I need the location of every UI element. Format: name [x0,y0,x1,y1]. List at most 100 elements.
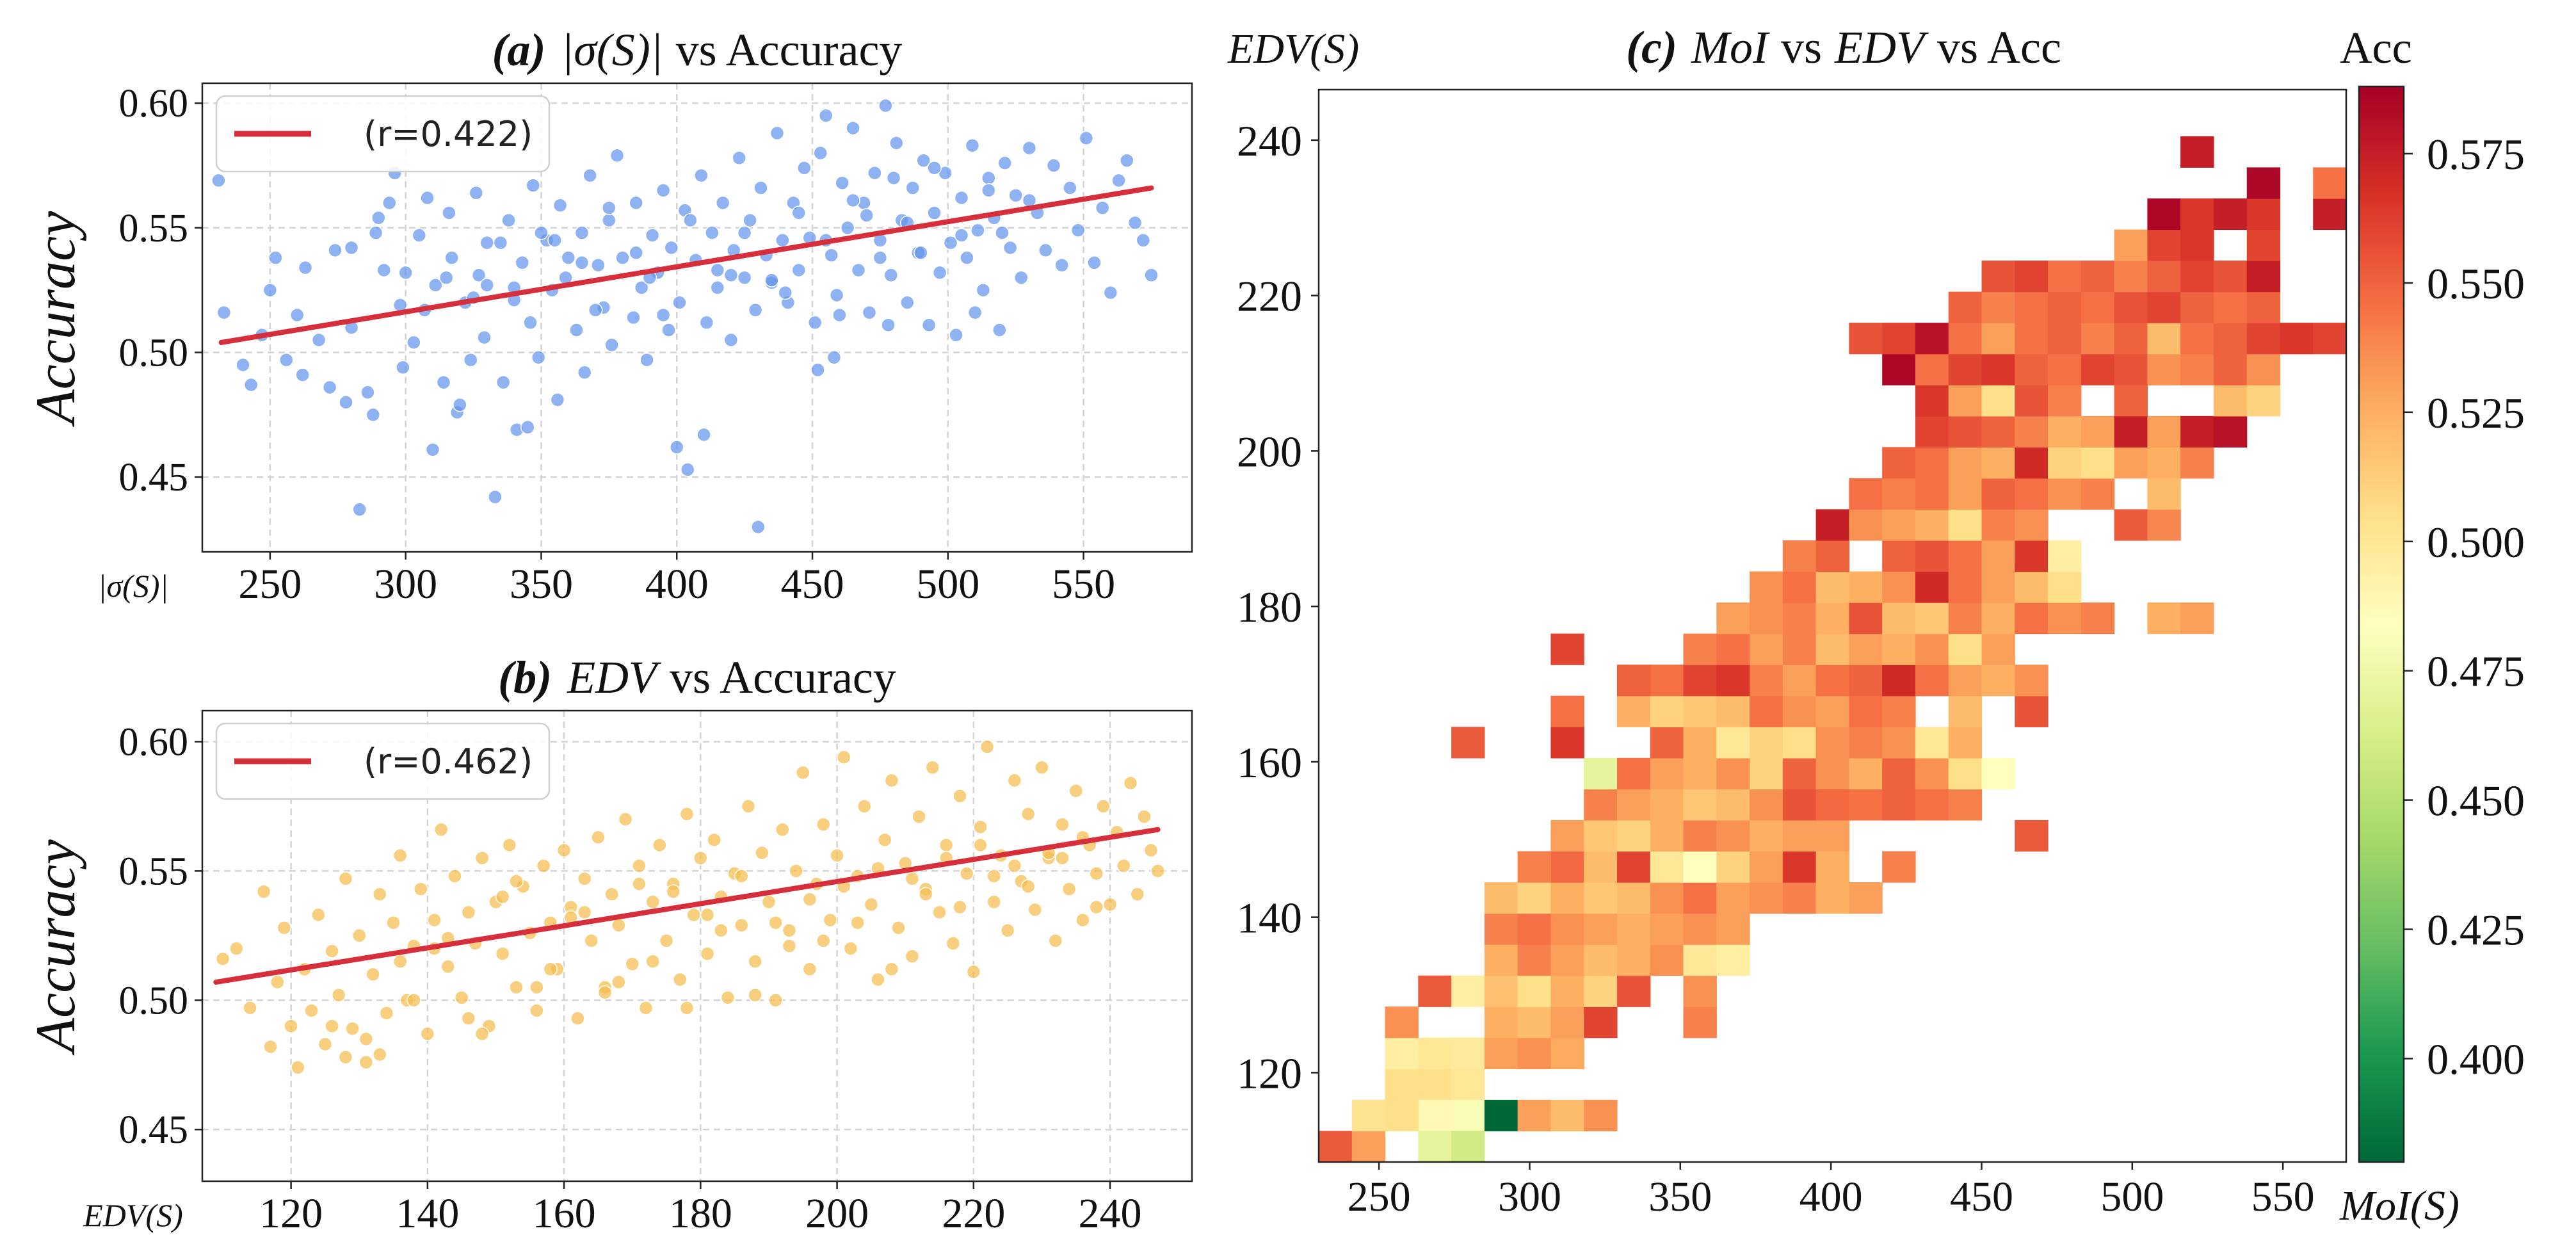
heatmap-cell [1683,851,1717,883]
y-tick-label: 200 [1237,427,1302,476]
data-point [764,273,779,287]
heatmap-cell [1948,478,1983,510]
heatmap-cell [1617,944,1651,976]
heatmap-cell [1683,695,1717,727]
heatmap-cell [1981,447,2015,479]
heatmap-cell [1981,353,2015,385]
data-point [398,265,413,280]
heatmap-cell [1948,665,1983,697]
heatmap-cell [1915,727,1949,759]
data-point [925,760,940,775]
data-point [723,332,739,348]
data-point [1075,912,1090,928]
data-point [1007,773,1022,788]
heatmap-cell [1550,1099,1584,1132]
heatmap-cell [1815,540,1849,572]
heatmap-cell [1882,540,1916,572]
heatmap-cell [1849,695,1883,727]
colorbar: 0.400 0.425 0.450 0.475 0.500 0.525 0.550 0.575… [2340,24,2525,1163]
data-point [807,315,823,330]
heatmap-cell [1650,757,1684,789]
data-point [345,1021,360,1036]
heatmap-cell [2180,261,2214,293]
heatmap-cell [2147,478,2181,510]
data-point [891,920,906,935]
heatmap-cell [1948,602,1983,634]
heatmap-cell [1617,882,1651,914]
heatmap-cell [1650,789,1684,821]
data-point [243,377,259,392]
heatmap-cell [2147,509,2181,541]
heatmap-cell [1981,757,2015,789]
data-point [748,987,762,1003]
data-point [782,939,797,953]
data-point [720,990,736,1005]
heatmap-cell [1981,385,2015,417]
heatmap-cell [1948,385,1983,417]
heatmap-cell [1882,727,1916,759]
heatmap-cell [1981,509,2015,541]
heatmap-cell [1948,353,1983,385]
heatmap-cell [2048,261,2082,293]
data-point [734,917,749,933]
data-point [584,933,599,948]
heatmap-cell [1716,633,1750,665]
data-point [1136,233,1151,248]
heatmap-cell [2015,291,2049,323]
heatmap-cell [1683,727,1717,759]
y-tick-label: 240 [1237,117,1302,165]
heatmap-cells [1319,136,2347,1163]
axes-frame [201,82,1193,553]
data-point [433,822,449,837]
heatmap-cell [1915,540,1949,572]
data-point [905,871,920,886]
heatmap-cell [1882,695,1916,727]
title-title-label: (c) [1626,22,1677,73]
heatmap-cell [1750,789,1783,821]
data-point [867,165,882,181]
data-point [495,889,510,905]
data-point [477,330,492,345]
heatmap-cell [2081,602,2115,634]
data-point [693,850,708,866]
data-point [905,181,920,195]
heatmap-cell [1782,757,1817,789]
heatmap-cell [1815,509,1849,541]
data-point [1102,897,1118,912]
data-point [1116,859,1131,873]
data-point [611,917,626,933]
heatmap-cell [1716,913,1750,945]
data-point [737,270,752,285]
data-point [351,928,367,943]
data-point [679,807,695,821]
data-point [609,148,625,163]
data-point [515,255,530,270]
heatmap-cell [1915,633,1949,665]
data-point [277,920,292,935]
data-point [311,907,326,923]
x-tick-label: 120 [259,1190,323,1235]
heatmap-cell [1915,447,1949,479]
heatmap-cell [1683,1006,1717,1038]
heatmap-cell [1385,1099,1419,1132]
data-point [959,866,974,881]
x-tick-label: 250 [1348,1174,1411,1220]
heatmap-cell [1782,882,1817,914]
data-point [344,240,359,255]
data-point [889,136,904,150]
heatmap-cell [1550,882,1584,914]
y-tick-label: 0.55 [119,207,189,250]
data-point [1048,933,1063,948]
heatmap-cell [2114,416,2148,448]
data-point [420,1026,435,1042]
data-point [556,843,572,858]
data-point [338,871,353,886]
data-point [318,1037,333,1052]
y-tick-label: 120 [1237,1049,1302,1097]
heatmap-cell [1948,789,1983,821]
heatmap-cell [2081,416,2115,448]
data-point [1068,783,1083,798]
heatmap-cell [2114,291,2148,323]
heatmap-cell [1815,851,1849,883]
data-point [949,328,963,343]
